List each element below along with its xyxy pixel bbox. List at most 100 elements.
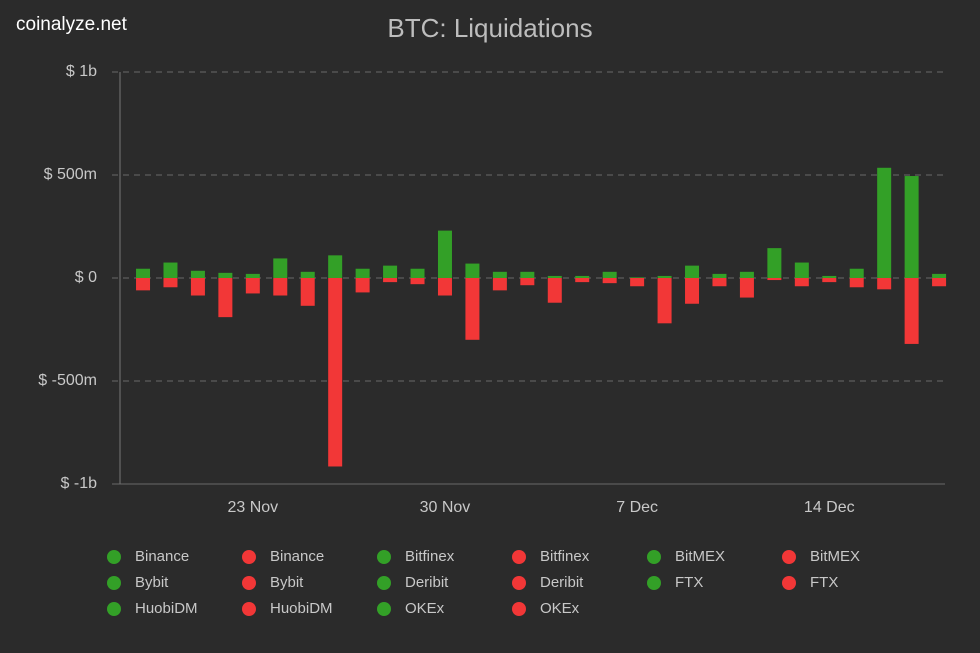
legend-marker bbox=[107, 576, 121, 590]
bar bbox=[437, 230, 452, 278]
bar bbox=[300, 278, 315, 306]
bar bbox=[877, 278, 892, 290]
legend-marker bbox=[782, 576, 796, 590]
x-tick-label: 23 Nov bbox=[227, 499, 278, 516]
x-tick-label: 14 Dec bbox=[804, 499, 855, 516]
bar bbox=[767, 278, 782, 281]
bar bbox=[383, 278, 398, 283]
bar bbox=[520, 271, 535, 278]
y-tick-label: $ -1b bbox=[61, 475, 98, 492]
bar bbox=[218, 278, 233, 318]
bar bbox=[437, 278, 452, 296]
legend-label: Bitfinex bbox=[540, 548, 590, 565]
legend-label: FTX bbox=[675, 574, 703, 591]
bar bbox=[163, 262, 178, 278]
bar bbox=[849, 278, 864, 288]
y-tick-label: $ 0 bbox=[75, 269, 97, 286]
bar bbox=[849, 268, 864, 278]
bar bbox=[877, 167, 892, 278]
legend-marker bbox=[647, 550, 661, 564]
legend-label: BitMEX bbox=[675, 548, 725, 565]
legend-label: FTX bbox=[810, 574, 838, 591]
bar bbox=[245, 273, 260, 278]
bar bbox=[520, 278, 535, 286]
legend-label: Bybit bbox=[135, 574, 169, 591]
bar bbox=[657, 278, 672, 324]
bar bbox=[383, 265, 398, 278]
legend-marker bbox=[512, 550, 526, 564]
legend-label: BitMEX bbox=[810, 548, 860, 565]
bar bbox=[328, 255, 343, 278]
y-tick-label: $ -500m bbox=[38, 372, 97, 389]
bar bbox=[822, 278, 837, 283]
bar bbox=[163, 278, 178, 288]
legend-label: Bybit bbox=[270, 574, 304, 591]
chart-title: BTC: Liquidations bbox=[387, 13, 592, 43]
legend-marker bbox=[107, 550, 121, 564]
bar bbox=[575, 275, 590, 278]
bar bbox=[465, 278, 480, 340]
legend-label: Binance bbox=[270, 548, 324, 565]
bar bbox=[547, 275, 562, 278]
bar bbox=[822, 275, 837, 278]
legend-marker bbox=[107, 602, 121, 616]
bar bbox=[712, 273, 727, 278]
bar bbox=[904, 176, 919, 278]
watermark: coinalyze.net bbox=[16, 14, 128, 35]
bar bbox=[136, 278, 151, 291]
legend-marker bbox=[512, 576, 526, 590]
bar bbox=[657, 275, 672, 278]
bar bbox=[904, 278, 919, 344]
legend-label: Deribit bbox=[405, 574, 449, 591]
bar bbox=[685, 278, 700, 304]
legend-marker bbox=[377, 576, 391, 590]
bar bbox=[630, 278, 645, 287]
bar bbox=[136, 268, 151, 278]
bar bbox=[273, 258, 288, 278]
legend-label: HuobiDM bbox=[270, 600, 333, 617]
legend-label: OKEx bbox=[540, 600, 580, 617]
bar bbox=[245, 278, 260, 294]
bar bbox=[932, 278, 947, 287]
bar bbox=[492, 271, 507, 278]
bar bbox=[739, 271, 754, 278]
bar bbox=[794, 262, 809, 278]
legend-marker bbox=[647, 576, 661, 590]
bar bbox=[273, 278, 288, 296]
bar bbox=[602, 271, 617, 278]
bar bbox=[355, 278, 370, 293]
bar bbox=[355, 268, 370, 278]
bar bbox=[575, 278, 590, 283]
bar bbox=[465, 263, 480, 278]
bar bbox=[712, 278, 727, 287]
bar bbox=[190, 278, 205, 296]
legend-marker bbox=[242, 602, 256, 616]
y-tick-label: $ 1b bbox=[66, 63, 97, 80]
y-tick-label: $ 500m bbox=[44, 166, 97, 183]
legend-marker bbox=[377, 550, 391, 564]
bar bbox=[794, 278, 809, 287]
legend-label: HuobiDM bbox=[135, 600, 198, 617]
bar bbox=[932, 273, 947, 278]
bar bbox=[547, 278, 562, 303]
legend-label: Deribit bbox=[540, 574, 584, 591]
bar bbox=[300, 271, 315, 278]
x-tick-label: 30 Nov bbox=[420, 499, 471, 516]
bar bbox=[739, 278, 754, 298]
legend-marker bbox=[512, 602, 526, 616]
x-tick-label: 7 Dec bbox=[616, 499, 658, 516]
legend-marker bbox=[242, 550, 256, 564]
bar bbox=[767, 248, 782, 278]
legend-label: Binance bbox=[135, 548, 189, 565]
legend-marker bbox=[377, 602, 391, 616]
bar bbox=[190, 270, 205, 278]
bar bbox=[492, 278, 507, 291]
legend-marker bbox=[782, 550, 796, 564]
bar bbox=[685, 265, 700, 278]
legend-marker bbox=[242, 576, 256, 590]
bar bbox=[630, 277, 645, 278]
bar bbox=[410, 268, 425, 278]
